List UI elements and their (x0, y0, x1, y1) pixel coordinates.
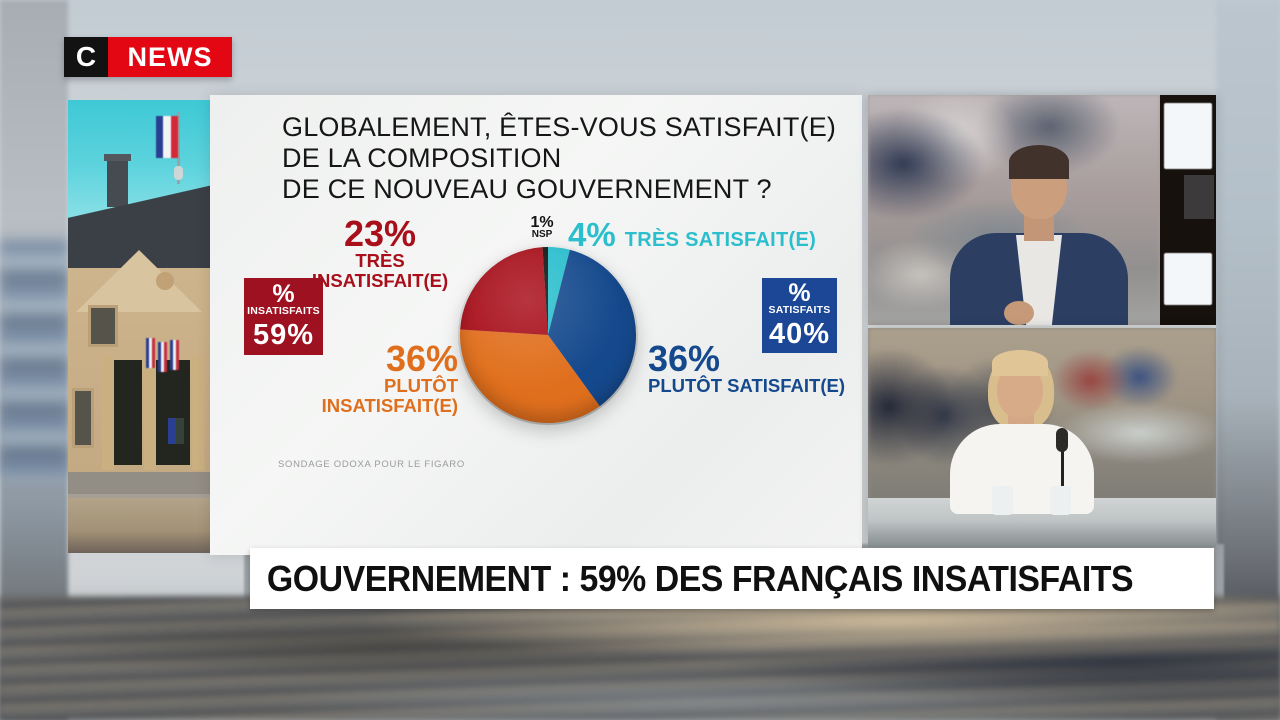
cnews-logo-news: NEWS (108, 37, 232, 77)
hanging-flag (170, 340, 179, 370)
studio-monitor (1184, 175, 1214, 219)
courtyard (68, 498, 210, 553)
label-tres-satisfait: 4% TRÈS SATISFAIT(E) (568, 216, 816, 254)
studio-light-panel (1164, 103, 1212, 169)
background-bottom-blur (0, 596, 1280, 720)
doorway (112, 360, 142, 465)
video-feed-female-guest (868, 328, 1216, 547)
background-left-streaks (0, 240, 68, 480)
medallion (156, 272, 174, 290)
insatisfaits-label: INSATISFAITS (247, 305, 320, 317)
plutot-insatisfait-percent: 36% (385, 338, 458, 379)
male-guest-hand (1004, 301, 1034, 325)
pie-slice-tres-insatisfait (460, 247, 548, 335)
poll-title: GLOBALEMENT, ÊTES-VOUS SATISFAIT(E) DE L… (282, 112, 882, 205)
label-plutot-satisfait: 36% PLUTÔT SATISFAIT(E) (648, 338, 878, 396)
tres-satisfait-text: TRÈS SATISFAIT(E) (624, 229, 817, 251)
plutot-satisfait-percent: 36% (648, 338, 721, 379)
label-plutot-insatisfait: 36% PLUTÔT INSATISFAIT(E) (244, 338, 458, 416)
cup (1050, 486, 1071, 515)
cup (992, 486, 1013, 515)
elysee-palace-photo (68, 100, 210, 553)
column (144, 355, 156, 470)
plutot-satisfait-text: PLUTÔT SATISFAIT(E) (648, 375, 845, 396)
microphone-stand (1061, 446, 1064, 508)
chimney (107, 157, 128, 207)
window (72, 388, 94, 448)
poll-title-line2: DE LA COMPOSITION (282, 143, 562, 173)
pie-slice-tres-satisfait (548, 247, 570, 335)
poll-title-line1: GLOBALEMENT, ÊTES-VOUS SATISFAIT(E) (282, 112, 837, 142)
label-nsp: 1% NSP (520, 215, 564, 240)
satisfaits-percent-sign: % (788, 279, 811, 307)
flag-pole (177, 112, 180, 184)
male-guest-hair (1009, 145, 1069, 179)
studio-light-panel (1164, 253, 1212, 305)
hanging-flag (146, 338, 155, 368)
steps (68, 472, 210, 494)
entrance-flags (168, 418, 184, 444)
tres-insatisfait-percent: 23% (343, 213, 417, 254)
microphone (1056, 428, 1068, 452)
window (88, 305, 118, 347)
poll-title-line3: DE CE NOUVEAU GOUVERNEMENT ? (282, 174, 772, 204)
chimney-cap (104, 154, 131, 161)
nsp-percent: 1% (530, 214, 554, 231)
doorway (154, 360, 190, 465)
tres-insatisfait-text: TRÈS INSATISFAIT(E) (311, 250, 449, 291)
column (192, 355, 204, 470)
pie-slice-plutot-insatisfait (459, 329, 600, 424)
satisfaits-label: SATISFAITS (768, 304, 831, 316)
tres-satisfait-percent: 4% (568, 216, 616, 253)
female-guest-fringe (992, 350, 1048, 376)
female-guest-blouse (950, 424, 1094, 514)
plutot-insatisfait-text: PLUTÔT INSATISFAIT(E) (321, 375, 458, 416)
cnews-logo: C NEWS (64, 37, 232, 77)
french-flag (156, 116, 178, 158)
nsp-text: NSP (531, 229, 553, 240)
hanging-flag (158, 342, 167, 372)
video-feed-male-guest (868, 95, 1216, 325)
label-tres-insatisfait: 23% TRÈS INSATISFAIT(E) (286, 213, 474, 291)
poll-source: SONDAGE ODOXA POUR LE FIGARO (278, 459, 465, 470)
headline-banner: GOUVERNEMENT : 59% DES FRANÇAIS INSATISF… (250, 548, 1214, 609)
flag-pole-base (174, 166, 183, 180)
headline-text: GOUVERNEMENT : 59% DES FRANÇAIS INSATISF… (266, 557, 1134, 599)
column (102, 355, 114, 470)
feed-divider (868, 325, 1216, 328)
pie-slice-nsp (542, 246, 548, 335)
insatisfaits-percent-sign: % (272, 280, 295, 308)
satisfaits-summary-box: % SATISFAITS 40% (762, 278, 837, 353)
insatisfaits-summary-box: % INSATISFAITS 59% (244, 278, 323, 355)
pie-chart (459, 246, 637, 424)
satisfaits-value: 40% (768, 318, 831, 350)
insatisfaits-value: 59% (252, 319, 315, 351)
cnews-logo-c: C (64, 37, 108, 77)
pie-slice-plutot-satisfait (548, 249, 637, 407)
